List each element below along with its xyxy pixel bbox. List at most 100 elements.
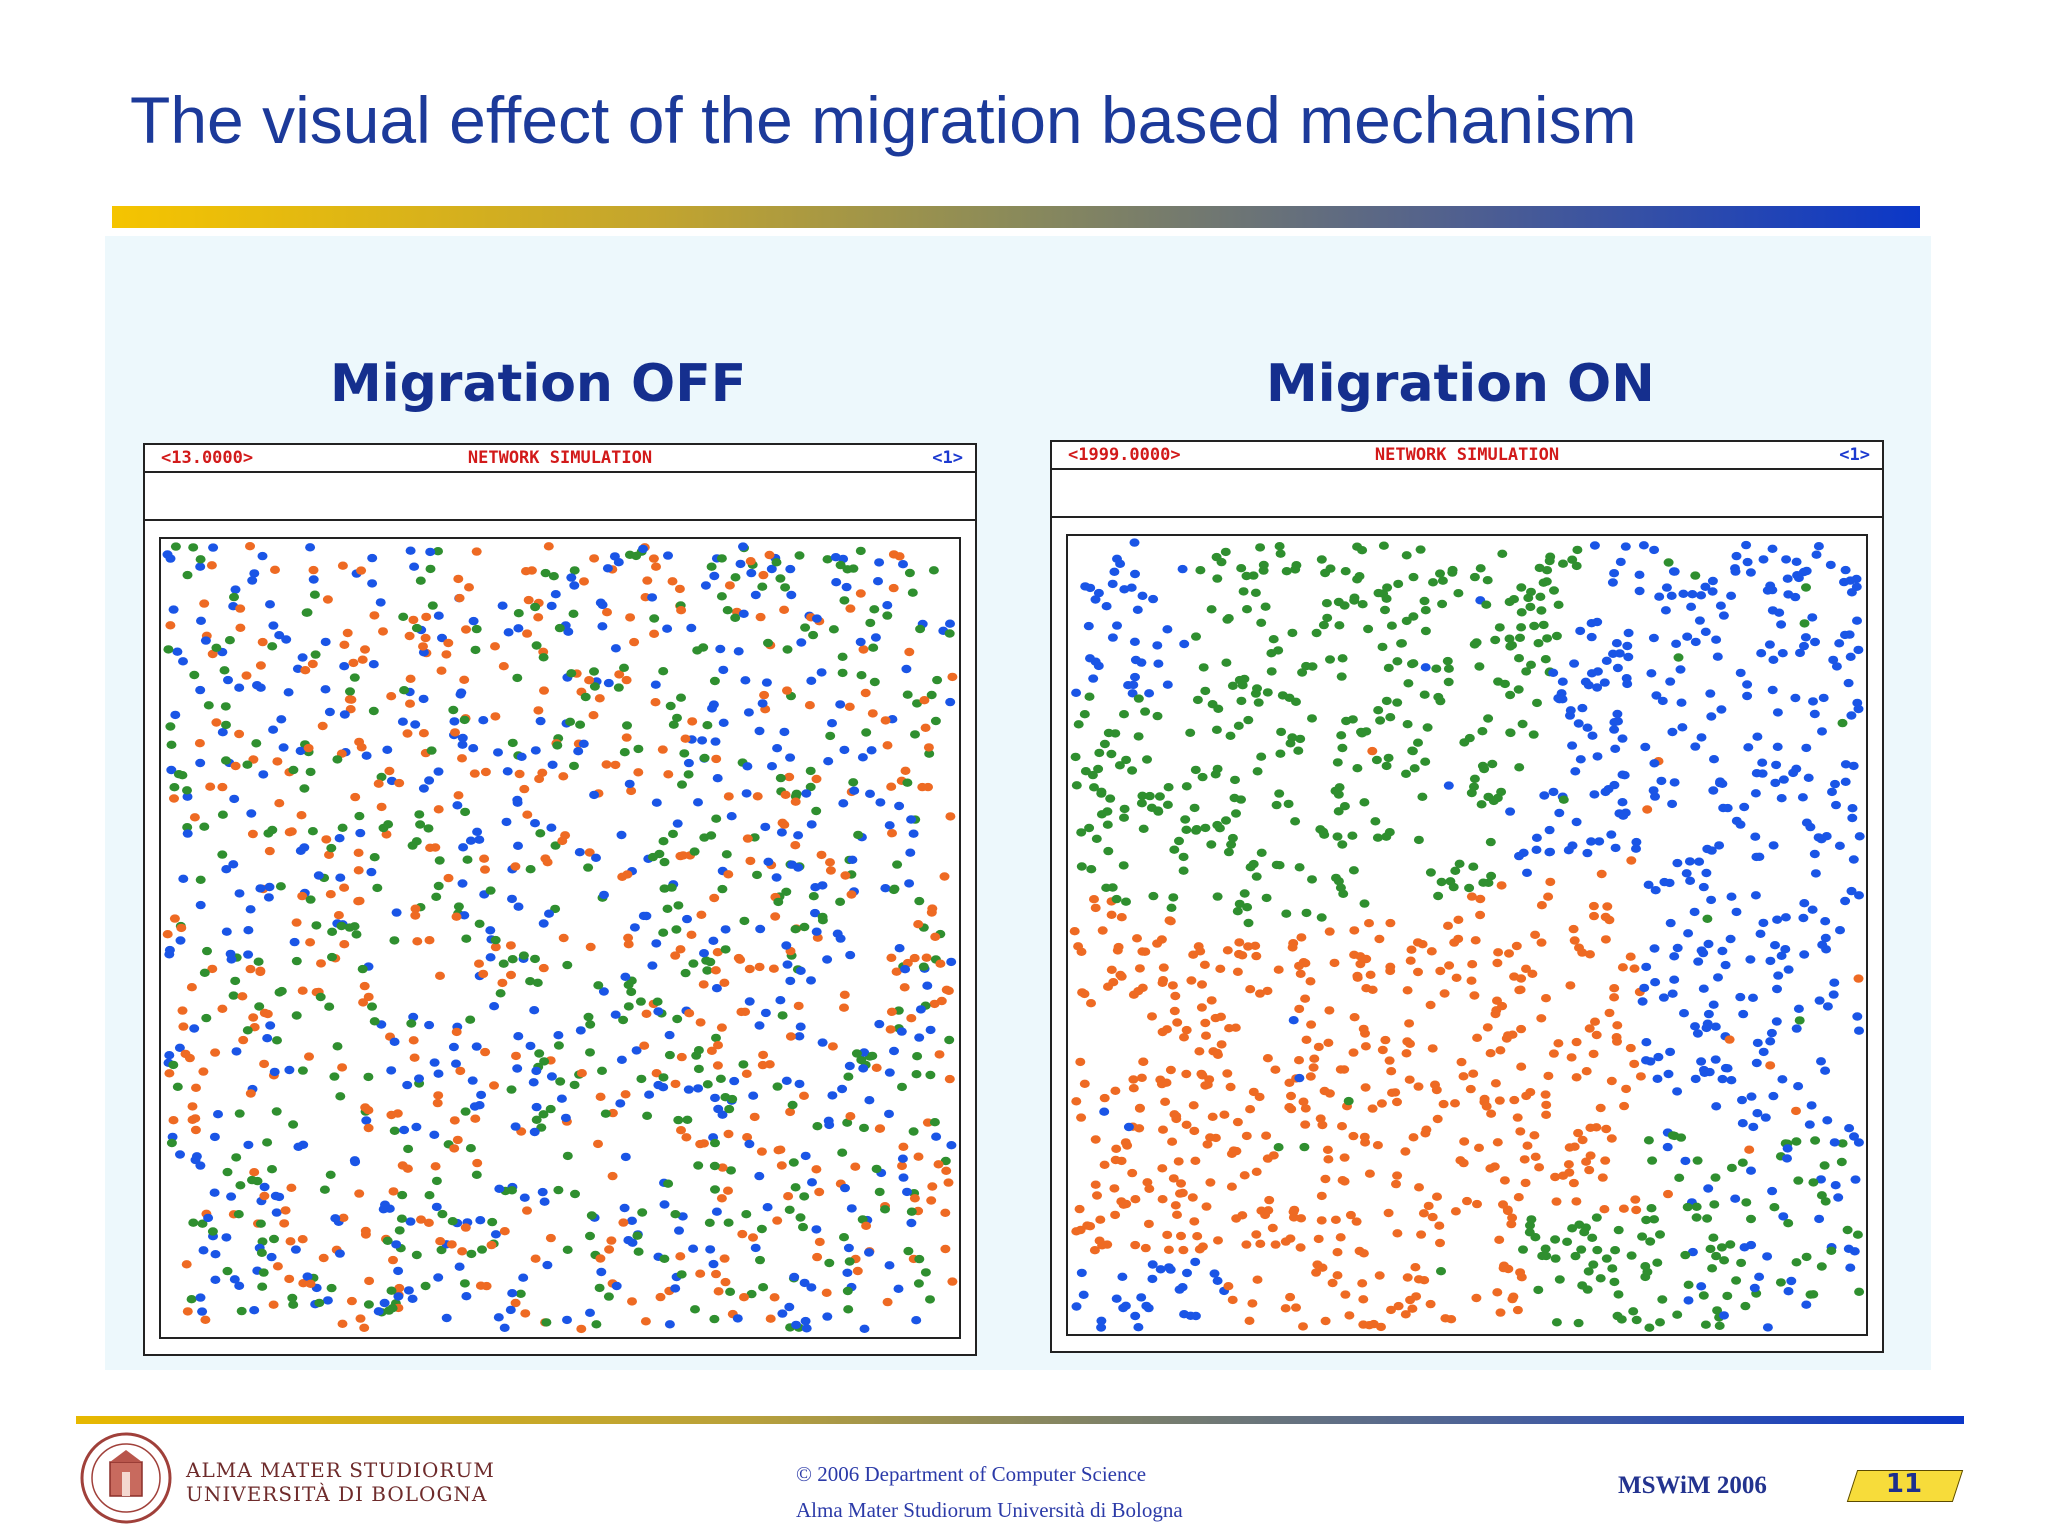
node-dot (1550, 1172, 1561, 1182)
node-dot (1702, 1214, 1713, 1223)
node-dot (519, 1193, 530, 1202)
node-dot (270, 1191, 281, 1201)
node-dot (886, 782, 897, 791)
node-dot (659, 1254, 670, 1263)
node-dot (1626, 856, 1637, 865)
node-dot (1716, 705, 1727, 714)
node-dot (1690, 1022, 1700, 1031)
node-dot (1251, 1167, 1262, 1176)
node-dot (453, 791, 464, 800)
node-dot (741, 1069, 752, 1078)
node-dot (1459, 738, 1470, 747)
node-dot (1252, 684, 1262, 693)
node-dot (471, 1042, 482, 1051)
node-dot (407, 841, 418, 850)
node-dot (1258, 560, 1269, 570)
node-dot (1549, 586, 1559, 595)
node-dot (898, 560, 908, 569)
node-dot (1281, 909, 1292, 918)
node-dot (1577, 948, 1588, 957)
node-dot (1334, 621, 1345, 630)
node-dot (1541, 577, 1552, 586)
node-dot (1485, 1049, 1496, 1058)
node-dot (1187, 1193, 1198, 1202)
node-dot (242, 760, 253, 769)
node-dot (739, 916, 750, 926)
node-dot (899, 983, 910, 992)
node-dot (1425, 1299, 1436, 1309)
node-dot (824, 1120, 835, 1130)
node-dot (597, 1066, 607, 1075)
node-dot (903, 1246, 914, 1256)
node-dot (1273, 965, 1284, 974)
node-dot (1181, 782, 1192, 791)
node-dot (1659, 877, 1670, 887)
node-dot (163, 645, 174, 654)
node-dot (1274, 789, 1285, 798)
node-dot (1076, 1268, 1087, 1278)
node-dot (1667, 799, 1678, 809)
node-dot (423, 824, 434, 833)
node-dot (1737, 1158, 1748, 1167)
node-dot (901, 664, 912, 674)
node-dot (1749, 1283, 1760, 1293)
node-dot (1730, 567, 1741, 576)
node-dot (1828, 990, 1839, 999)
node-dot (1227, 681, 1238, 690)
node-dot (267, 642, 278, 651)
node-dot (177, 1006, 188, 1015)
node-dot (757, 699, 768, 708)
title-divider (112, 206, 1920, 228)
node-dot (882, 601, 893, 610)
node-dot (1241, 1131, 1252, 1141)
node-dot (633, 744, 644, 754)
node-dot (663, 1179, 674, 1188)
node-dot (213, 1110, 223, 1119)
node-dot (1085, 583, 1096, 593)
node-dot (1700, 582, 1711, 591)
node-dot (1641, 962, 1652, 972)
node-dot (259, 1182, 270, 1192)
node-dot (574, 848, 585, 857)
node-dot (886, 953, 897, 962)
node-dot (1722, 1291, 1733, 1301)
node-dot (1375, 716, 1386, 725)
node-dot (1563, 846, 1574, 855)
node-dot (814, 1187, 825, 1197)
node-dot (713, 1287, 724, 1296)
node-dot (1711, 635, 1722, 644)
node-dot (539, 1057, 550, 1066)
node-dot (740, 676, 751, 685)
node-dot (288, 1120, 299, 1129)
node-dot (1638, 541, 1649, 550)
node-dot (780, 790, 791, 799)
node-dot (1793, 1176, 1804, 1185)
node-dot (1318, 620, 1329, 630)
node-dot (857, 753, 868, 762)
node-dot (1407, 746, 1418, 756)
node-dot (706, 831, 717, 840)
node-dot (723, 1186, 733, 1195)
node-dot (1206, 840, 1217, 849)
node-dot (414, 1074, 424, 1083)
node-dot (1515, 1127, 1526, 1136)
node-dot (649, 614, 660, 623)
node-scatter-on (1069, 538, 1865, 1332)
node-dot (920, 1268, 931, 1277)
node-dot (1243, 715, 1254, 725)
node-dot (1432, 1192, 1442, 1201)
node-dot (416, 1215, 426, 1224)
node-dot (521, 567, 531, 576)
node-dot (335, 873, 346, 882)
node-dot (1694, 616, 1705, 625)
node-dot (394, 778, 405, 788)
node-dot (1157, 1164, 1168, 1173)
node-dot (1621, 1084, 1632, 1094)
node-dot (915, 624, 926, 634)
node-dot (1130, 672, 1140, 682)
node-dot (1529, 1131, 1540, 1140)
node-dot (865, 789, 875, 798)
node-dot (195, 875, 206, 884)
node-dot (1792, 571, 1803, 580)
node-dot (1589, 911, 1599, 921)
